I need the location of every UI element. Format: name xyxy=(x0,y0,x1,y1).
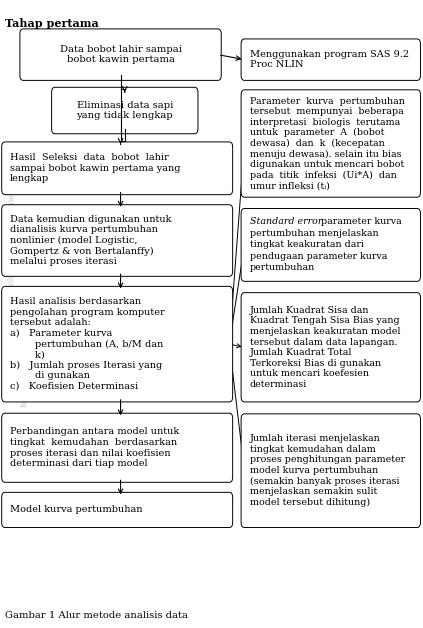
Text: pertumbuhan: pertumbuhan xyxy=(250,264,315,273)
Text: Bogor Agricultural Univ: Bogor Agricultural Univ xyxy=(21,322,28,407)
FancyBboxPatch shape xyxy=(241,414,420,528)
Text: Hasil  Seleksi  data  bobot  lahir
sampai bobot kawin pertama yang
lengkap: Hasil Seleksi data bobot lahir sampai bo… xyxy=(10,153,181,183)
Text: Jumlah iterasi menjelaskan
tingkat kemudahan dalam
proses penghitungan parameter: Jumlah iterasi menjelaskan tingkat kemud… xyxy=(250,435,405,507)
Text: pendugaan parameter kurva: pendugaan parameter kurva xyxy=(250,252,387,261)
Text: Model kurva pertumbuhan: Model kurva pertumbuhan xyxy=(10,506,143,514)
FancyBboxPatch shape xyxy=(2,205,233,276)
FancyBboxPatch shape xyxy=(2,286,233,402)
Text: Eliminasi data sapi
yang tidak lengkap: Eliminasi data sapi yang tidak lengkap xyxy=(77,100,173,121)
FancyBboxPatch shape xyxy=(52,87,198,134)
Text: Parameter  kurva  pertumbuhan
tersebut  mempunyai  beberapa
interpretasi  biolog: Parameter kurva pertumbuhan tersebut mem… xyxy=(250,97,404,190)
FancyBboxPatch shape xyxy=(20,29,221,80)
FancyBboxPatch shape xyxy=(2,142,233,195)
FancyBboxPatch shape xyxy=(2,413,233,482)
Text: Data kemudian digunakan untuk
dianalisis kurva pertumbuhan
nonlinier (model Logi: Data kemudian digunakan untuk dianalisis… xyxy=(10,215,172,266)
FancyBboxPatch shape xyxy=(241,90,420,197)
Text: Menggunakan program SAS 9.2
Proc NLIN: Menggunakan program SAS 9.2 Proc NLIN xyxy=(250,50,409,70)
FancyBboxPatch shape xyxy=(241,293,420,402)
Text: Hasil analisis berdasarkan
pengolahan program komputer
tersebut adalah:
a)   Par: Hasil analisis berdasarkan pengolahan pr… xyxy=(10,297,165,391)
Text: Data bobot lahir sampai
bobot kawin pertama: Data bobot lahir sampai bobot kawin pert… xyxy=(60,45,181,65)
Text: Standard error: Standard error xyxy=(250,217,322,226)
Text: © Hak cipta milik IPB, Institut Pertanian Bogor: © Hak cipta milik IPB, Institut Pertania… xyxy=(8,167,16,335)
Text: Gambar 1 Alur metode analisis data: Gambar 1 Alur metode analisis data xyxy=(5,611,188,620)
Text: Perbandingan antara model untuk
tingkat  kemudahan  berdasarkan
proses iterasi d: Perbandingan antara model untuk tingkat … xyxy=(10,428,179,468)
FancyBboxPatch shape xyxy=(241,208,420,281)
FancyBboxPatch shape xyxy=(2,492,233,528)
Text: Tahap pertama: Tahap pertama xyxy=(5,18,99,30)
Text: parameter kurva: parameter kurva xyxy=(319,217,402,226)
Text: tingkat keakuratan dari: tingkat keakuratan dari xyxy=(250,241,363,249)
Text: pertumbuhan menjelaskan: pertumbuhan menjelaskan xyxy=(250,229,378,238)
FancyBboxPatch shape xyxy=(241,39,420,80)
Text: Jumlah Kuadrat Sisa dan
Kuadrat Tengah Sisa Bias yang
menjelaskan keakuratan mod: Jumlah Kuadrat Sisa dan Kuadrat Tengah S… xyxy=(250,306,400,389)
